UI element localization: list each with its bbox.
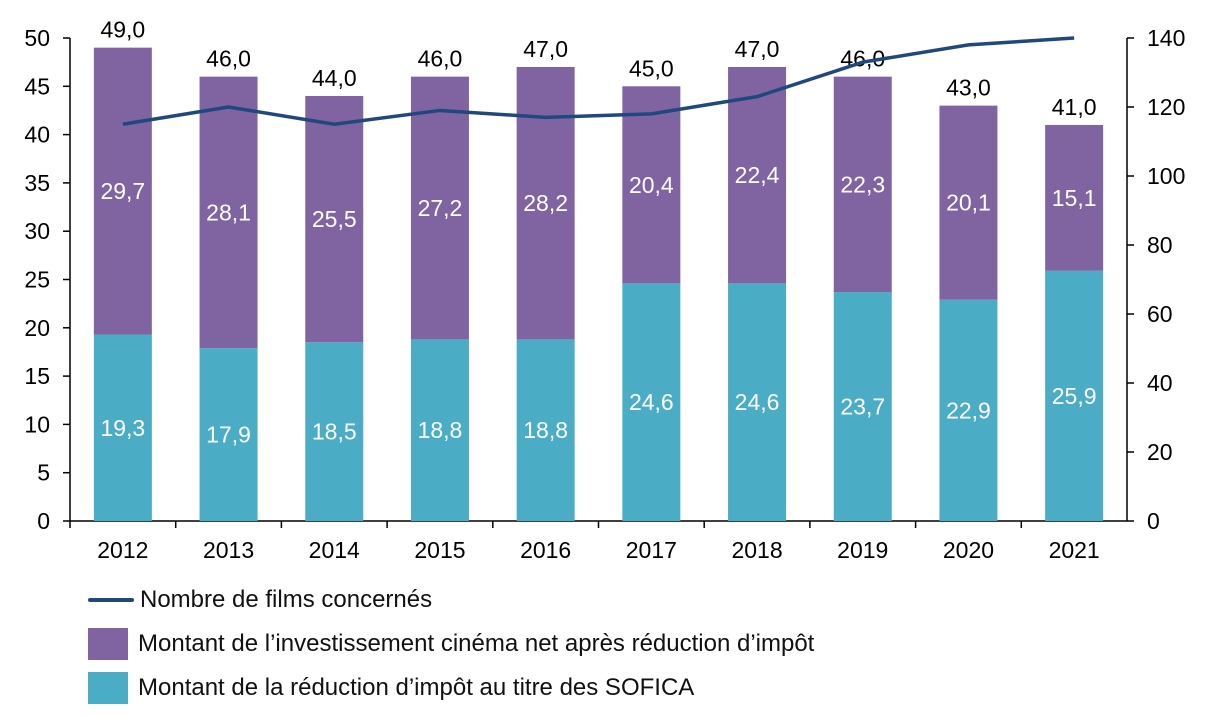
data-label-reduction: 24,6: [735, 389, 780, 415]
y-tick-label-right: 20: [1147, 439, 1173, 465]
data-label-investment: 20,4: [629, 172, 674, 198]
x-tick-label: 2019: [837, 537, 888, 563]
bar-reduction: [199, 348, 258, 521]
bar-reduction: [516, 339, 575, 521]
legend: Nombre de films concernés Montant de l’i…: [88, 578, 1168, 710]
bar-investment: [939, 105, 998, 300]
bar-investment: [305, 95, 364, 343]
legend-label-investment: Montant de l’investissement cinéma net a…: [138, 630, 815, 657]
y-tick-label-right: 40: [1147, 370, 1173, 396]
data-label-investment: 28,1: [206, 199, 251, 225]
bar-investment: [833, 76, 892, 293]
data-label-reduction: 19,3: [100, 415, 145, 441]
y-tick-label-left: 50: [24, 25, 50, 51]
x-tick-label: 2020: [943, 537, 994, 563]
x-tick-label: 2012: [97, 537, 148, 563]
legend-box-reduction: [88, 672, 128, 704]
y-tick-label-right: 80: [1147, 232, 1173, 258]
legend-item-reduction: Montant de la réduction d’impôt au titre…: [88, 666, 1168, 710]
y-tick-label-left: 0: [37, 508, 50, 534]
data-label-total: 47,0: [523, 36, 568, 62]
data-label-investment: 22,4: [735, 162, 780, 188]
data-label-reduction: 17,9: [206, 422, 251, 448]
x-tick-label: 2018: [731, 537, 782, 563]
bar-reduction: [728, 283, 787, 521]
bar-reduction: [410, 339, 469, 521]
bar-investment: [728, 66, 787, 284]
chart-svg: 0 5 10 15 20 25 30 35 40 45 50 0 20 40 60 80 100 120 140 20…: [24, 17, 1185, 563]
y-tick-label-left: 30: [24, 218, 50, 244]
y-tick-label-left: 35: [24, 170, 50, 196]
x-tick-label: 2017: [626, 537, 677, 563]
data-label-reduction: 18,8: [418, 417, 463, 443]
x-tick-label: 2013: [203, 537, 254, 563]
data-label-total: 46,0: [206, 46, 251, 72]
y-tick-label-right: 120: [1147, 94, 1185, 120]
y-tick-label-left: 25: [24, 267, 50, 293]
bar-reduction: [622, 283, 681, 521]
data-label-total: 41,0: [1052, 94, 1097, 120]
data-label-reduction: 22,9: [946, 397, 991, 423]
bar-reduction: [1045, 270, 1104, 521]
data-label-investment: 29,7: [100, 178, 145, 204]
data-label-reduction: 25,9: [1052, 383, 1097, 409]
bar-reduction: [93, 334, 152, 521]
bar-investment: [622, 86, 681, 284]
bar-reduction: [939, 299, 998, 521]
bar-reduction: [833, 292, 892, 521]
bar-reduction: [305, 342, 364, 521]
data-label-reduction: 23,7: [840, 394, 885, 420]
bar-investment: [199, 76, 258, 349]
y-tick-label-left: 5: [37, 460, 50, 486]
data-label-investment: 15,1: [1052, 185, 1097, 211]
y-tick-label-left: 45: [24, 73, 50, 99]
bar-investment: [1045, 124, 1104, 271]
x-tick-label: 2014: [309, 537, 360, 563]
bar-investment: [516, 66, 575, 340]
data-label-total: 46,0: [418, 46, 463, 72]
data-label-reduction: 18,8: [523, 417, 568, 443]
data-label-total: 49,0: [100, 17, 145, 43]
data-label-investment: 25,5: [312, 206, 357, 232]
bar-investment: [93, 47, 152, 335]
legend-item-line: Nombre de films concernés: [88, 578, 1168, 622]
data-label-total: 43,0: [946, 75, 991, 101]
data-label-investment: 22,3: [840, 171, 885, 197]
y-tick-label-right: 60: [1147, 301, 1173, 327]
data-label-investment: 20,1: [946, 190, 991, 216]
legend-item-investment: Montant de l’investissement cinéma net a…: [88, 622, 1168, 666]
legend-line-swatch: [88, 598, 134, 602]
data-label-reduction: 24,6: [629, 389, 674, 415]
data-label-total: 44,0: [312, 65, 357, 91]
x-tick-label: 2016: [520, 537, 571, 563]
data-label-investment: 28,2: [523, 190, 568, 216]
y-tick-label-left: 10: [24, 411, 50, 437]
line-films: [122, 36, 1075, 126]
y-tick-label-right: 140: [1147, 25, 1185, 51]
bar-investment: [410, 76, 469, 340]
y-tick-label-right: 100: [1147, 163, 1185, 189]
data-label-total: 45,0: [629, 55, 674, 81]
y-tick-label-left: 20: [24, 315, 50, 341]
legend-label-reduction: Montant de la réduction d’impôt au titre…: [138, 674, 695, 701]
data-label-reduction: 18,5: [312, 419, 357, 445]
legend-label-films: Nombre de films concernés: [140, 586, 433, 613]
y-tick-label-right: 0: [1147, 508, 1160, 534]
data-label-total: 47,0: [735, 36, 780, 62]
x-tick-label: 2015: [414, 537, 465, 563]
legend-box-investment: [88, 628, 128, 660]
y-tick-label-left: 40: [24, 122, 50, 148]
x-tick-label: 2021: [1049, 537, 1100, 563]
y-tick-label-left: 15: [24, 363, 50, 389]
data-label-investment: 27,2: [418, 195, 463, 221]
